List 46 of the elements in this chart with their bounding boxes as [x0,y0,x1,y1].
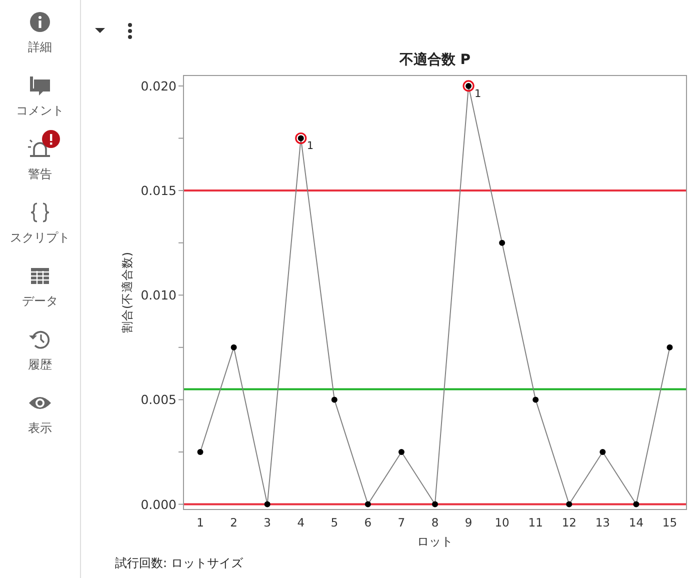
point [633,501,640,508]
point [230,344,237,350]
text: 詳細 [28,40,52,54]
x-tick-label: 2 [230,516,238,530]
x-tick-label: 15 [662,516,678,530]
y-tick-label: 0.005 [140,392,176,408]
x-tick-label: 4 [297,516,305,530]
x-tick-label: 3 [264,516,271,530]
y-axis-title: 割合(不適合数) [120,252,134,333]
point [666,344,673,350]
text: 履歴 [28,358,52,372]
x-tick-label: 6 [364,516,372,530]
point [566,501,572,508]
point [600,448,606,455]
point [432,501,438,508]
x-tick-label: 13 [595,516,610,530]
chart-title: 不適合数 P [398,51,471,68]
y-tick-label: 0.010 [140,288,177,303]
text: 表示 [28,421,52,435]
x-tick-label: 9 [464,516,472,530]
text: スクリプト [10,230,70,244]
x-tick-label: 7 [398,516,406,530]
text: コメント [16,104,64,118]
point [398,448,404,455]
x-tick-label: 8 [431,516,439,530]
point [532,396,539,403]
y-tick-label: 0.015 [140,183,176,198]
x-tick-label: 12 [562,516,576,530]
point [264,501,270,508]
annotation: 1 [306,140,314,152]
y-tick-label: 0.020 [140,78,177,94]
x-axis-title: ロット [417,534,453,548]
text: データ [22,294,58,308]
text: 警告 [28,167,52,181]
point [331,396,338,403]
y-tick-label: 0.000 [140,496,177,512]
x-tick-label: 14 [628,516,644,530]
x-tick-label: 1 [196,516,204,530]
point [197,448,204,455]
point [499,240,506,246]
point [364,501,371,508]
annotation: 1 [474,88,482,100]
x-tick-label: 10 [494,516,510,530]
x-tick-label: 5 [330,516,338,530]
x-tick-label: 11 [528,516,543,530]
text: 試行回数: ロットサイズ [115,556,244,570]
